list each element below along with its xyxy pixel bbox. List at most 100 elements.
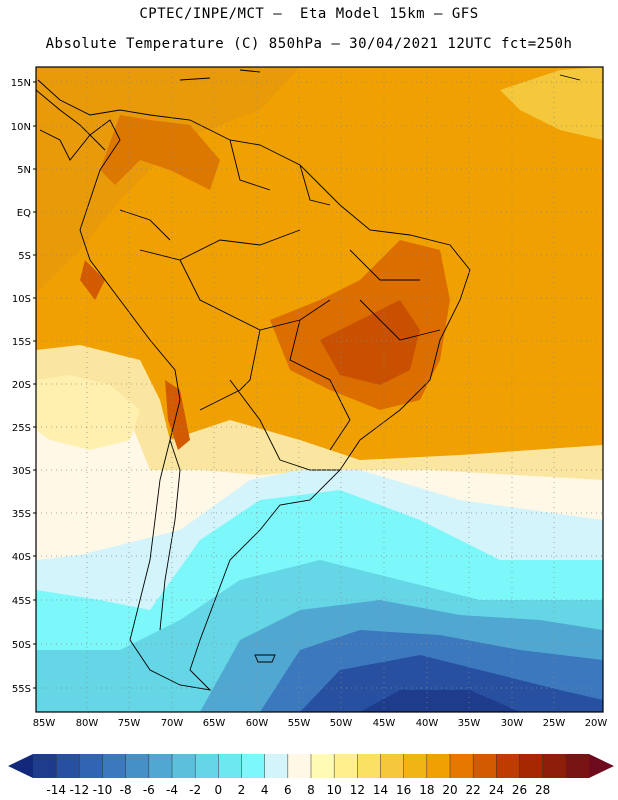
colorbar-tick-label: 26 <box>512 783 527 797</box>
field-hot-ne <box>500 67 603 140</box>
colorbar-swatch <box>565 754 590 778</box>
colorbar-swatch <box>56 754 80 778</box>
caribbean-islands <box>179 69 581 81</box>
colorbar-tick-label: 18 <box>419 783 434 797</box>
colorbar-tick-label: -12 <box>70 783 90 797</box>
field-andes-warm <box>165 380 190 450</box>
lat-label-15s: 15S <box>12 337 31 348</box>
colorbar-swatch <box>102 754 127 778</box>
colorbar-swatch <box>357 754 381 778</box>
lat-label-45s: 45S <box>12 596 31 607</box>
border-4 <box>289 319 351 451</box>
colorbar-swatch <box>148 754 173 778</box>
colorbar-swatch <box>450 754 474 778</box>
colorbar-tick-label: 8 <box>307 783 315 797</box>
lat-label-5n: 5N <box>17 165 31 176</box>
lat-label-55s: 55S <box>12 684 31 695</box>
border-1 <box>139 229 301 261</box>
field-blue-3 <box>300 655 603 712</box>
border-7 <box>299 164 331 206</box>
colorbar-tick-label: 2 <box>238 783 246 797</box>
border-3 <box>199 329 261 411</box>
border-10 <box>279 459 340 471</box>
colorbar-swatch <box>218 754 242 778</box>
colorbar-swatch <box>473 754 497 778</box>
colorbar-swatch <box>496 754 520 778</box>
lon-label-80w: 80W <box>76 718 99 729</box>
lon-label-35w: 35W <box>458 718 481 729</box>
colorbar-left-arrow <box>8 754 33 778</box>
colorbar-tick-label: -6 <box>143 783 155 797</box>
colorbar-swatch <box>241 754 266 778</box>
field-hot-north <box>100 115 220 190</box>
lon-label-50w: 50W <box>330 718 353 729</box>
border-5 <box>119 209 171 241</box>
border-9 <box>359 299 441 341</box>
colorbar-swatch <box>79 754 103 778</box>
lat-label-30s: 30S <box>12 466 31 477</box>
header-title-line2: Absolute Temperature (C) 850hPa – 30/04/… <box>45 36 573 52</box>
lat-label-50s: 50S <box>12 640 31 651</box>
field-pale-band <box>36 375 140 450</box>
colorbar-tick-label: 12 <box>350 783 365 797</box>
south-america-coast <box>37 79 471 691</box>
colorbar-tick-label: 16 <box>396 783 411 797</box>
lat-label-25s: 25S <box>12 423 31 434</box>
lat-label-20s: 20S <box>12 380 31 391</box>
colorbar-tick-label: 0 <box>215 783 223 797</box>
central-america-coast <box>35 89 106 151</box>
latitude-axis: 15N 10N 5N EQ 5S 10S 15S 20S 25S 30S 35S… <box>11 78 36 695</box>
lon-label-20w: 20W <box>585 718 608 729</box>
colorbar-tick-label: 24 <box>489 783 504 797</box>
lat-label-eq: EQ <box>17 208 31 219</box>
colorbar-swatch <box>426 754 451 778</box>
colorbar-swatch <box>125 754 150 778</box>
colorbar-tick-label: -4 <box>166 783 178 797</box>
map-frame <box>35 66 604 713</box>
lat-label-10s: 10S <box>12 294 31 305</box>
colorbar-tick-label: 28 <box>535 783 550 797</box>
colorbar-swatch <box>287 754 312 778</box>
lat-label-10n: 10N <box>11 122 31 133</box>
lon-label-70w: 70W <box>161 718 184 729</box>
colorbar-swatch <box>519 754 544 778</box>
colorbar-swatch <box>33 754 57 778</box>
lon-label-85w: 85W <box>33 718 56 729</box>
colorbar-tick-label: 22 <box>466 783 481 797</box>
colorbar-tick-label: 4 <box>261 783 269 797</box>
lat-label-15n: 15N <box>11 78 31 89</box>
border-8 <box>349 249 420 281</box>
colorbar-tick-label: 14 <box>373 783 388 797</box>
lon-label-75w: 75W <box>118 718 141 729</box>
lon-label-60w: 60W <box>246 718 269 729</box>
colorbar-tick-label: -2 <box>189 783 201 797</box>
lon-label-45w: 45W <box>373 718 396 729</box>
colorbar-right-arrow <box>589 754 614 778</box>
longitude-axis: 85W 80W 75W 70W 65W 60W 55W 50W 45W 40W … <box>33 718 608 729</box>
colorbar-tick-label: -10 <box>93 783 113 797</box>
colorbar-swatch <box>311 754 335 778</box>
field-nw-orange <box>36 67 300 290</box>
border-6 <box>229 139 271 191</box>
colorbar-tick-label: 20 <box>442 783 457 797</box>
colorbar-tick-label: 10 <box>327 783 342 797</box>
lon-label-55w: 55W <box>288 718 311 729</box>
coastlines <box>35 69 581 691</box>
border-11 <box>229 379 281 461</box>
field-nw-peaks <box>80 260 105 300</box>
falklands <box>254 654 276 663</box>
lat-label-40s: 40S <box>12 552 31 563</box>
colorbar-swatch <box>403 754 428 778</box>
field-deep-blue <box>360 690 520 712</box>
colorbar-tick-label: 6 <box>284 783 292 797</box>
colorbar-swatch <box>334 754 358 778</box>
colorbar-swatch <box>172 754 196 778</box>
lat-label-35s: 35S <box>12 509 31 520</box>
colorbar-swatch <box>380 754 405 778</box>
colorbar-swatch <box>542 754 567 778</box>
colorbar: -14 -12 -10 -8 -6 -4 -2 0 2 4 6 8 10 12 14 16 18 20 22 24 26… <box>8 754 614 797</box>
temperature-field <box>36 67 603 712</box>
colorbar-swatch <box>264 754 289 778</box>
lon-label-30w: 30W <box>501 718 524 729</box>
field-hot-core <box>320 300 420 385</box>
